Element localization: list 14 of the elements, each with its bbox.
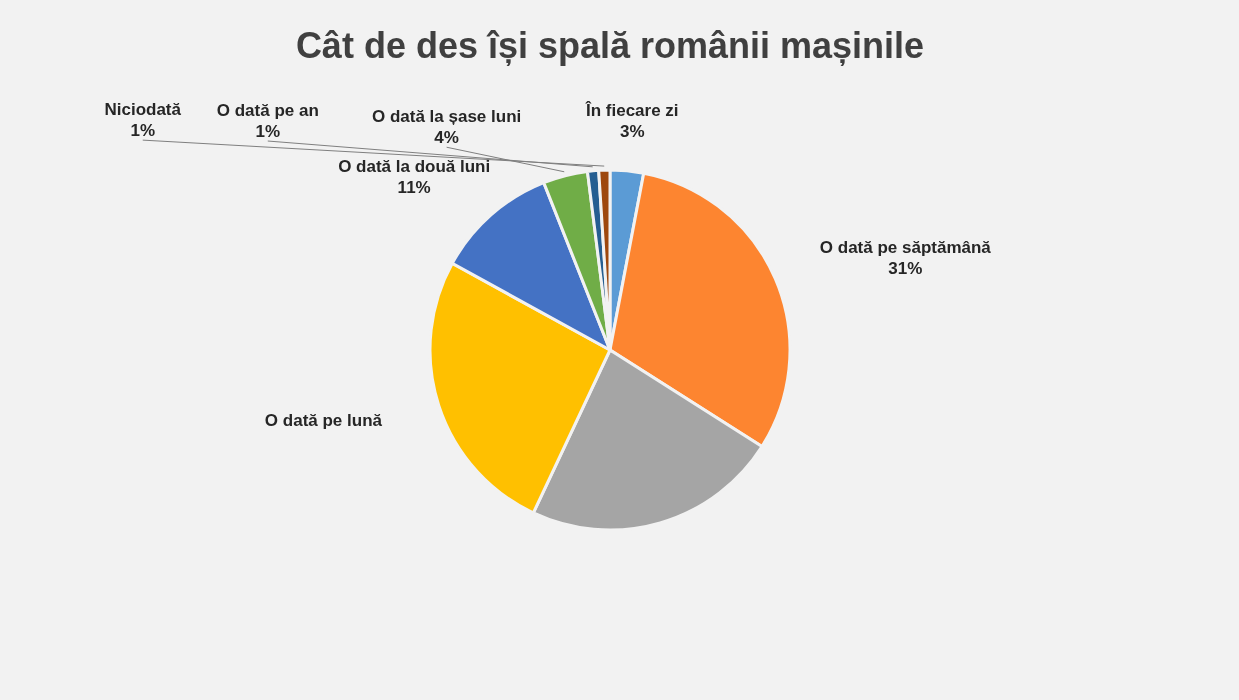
data-label: 1% (130, 120, 156, 140)
slice-label: O dată pe an (216, 100, 319, 120)
slice-label: În fiecare zi (584, 100, 679, 120)
slice-label: Niciodată (104, 99, 182, 119)
slice-label: O dată la două luni (338, 156, 491, 176)
slice-label: O dată pe săptămână (819, 238, 992, 258)
chart-title: Cât de des își spală românii mașinile (295, 25, 925, 66)
data-label: 1% (255, 121, 281, 141)
slice-label: O dată la șase luni (371, 106, 522, 126)
data-label: 3% (619, 121, 645, 141)
slice-label: O dată pe lună (264, 411, 383, 431)
data-label: 11% (397, 177, 431, 197)
data-label: 31% (888, 259, 923, 279)
data-label: 4% (434, 127, 459, 147)
